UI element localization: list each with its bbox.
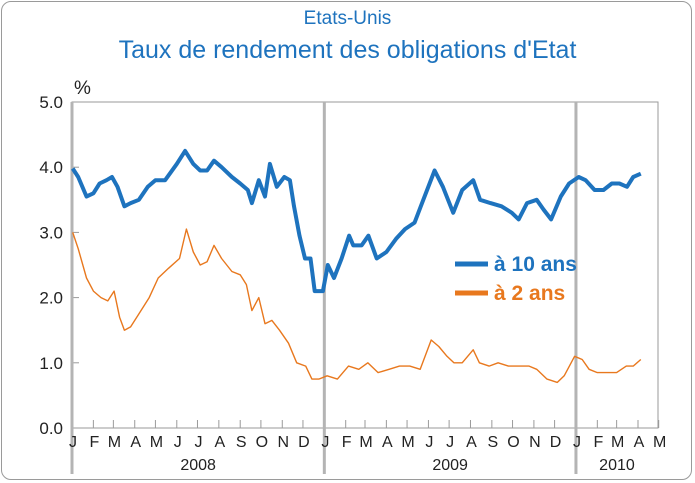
chart-subtitle: Taux de rendement des obligations d'Etat xyxy=(118,36,577,64)
x-tick-label: A xyxy=(215,434,226,451)
y-tick-label: 4.0 xyxy=(39,158,63,177)
x-tick-label: S xyxy=(236,434,247,451)
legend-label: à 2 ans xyxy=(494,282,565,305)
x-tick-label: M xyxy=(150,434,163,451)
year-label: 2010 xyxy=(599,457,635,474)
y-unit-label: % xyxy=(74,78,91,99)
x-tick-label: S xyxy=(488,434,499,451)
x-tick-label: M xyxy=(611,434,624,451)
x-tick-label: A xyxy=(634,434,645,451)
y-tick-label: 3.0 xyxy=(39,223,63,242)
series-line xyxy=(71,148,642,294)
y-tick-label: 0.0 xyxy=(39,419,63,438)
x-tick-label: F xyxy=(593,434,603,451)
chart-title: Etats-Unis xyxy=(303,8,392,29)
x-tick-label: A xyxy=(130,434,141,451)
x-tick-label: O xyxy=(507,434,519,451)
x-tick-label: F xyxy=(89,434,99,451)
x-tick-label: A xyxy=(382,434,393,451)
legend-label: à 10 ans xyxy=(494,253,577,276)
y-tick-label: 5.0 xyxy=(39,93,63,112)
x-tick-label: J xyxy=(194,434,202,451)
series-line xyxy=(72,228,642,384)
y-tick-label: 1.0 xyxy=(39,354,63,373)
x-tick-label: N xyxy=(529,434,541,451)
x-tick-label: A xyxy=(466,434,477,451)
x-tick-label: D xyxy=(550,434,562,451)
x-tick-label: J xyxy=(174,434,182,451)
x-tick-label: N xyxy=(277,434,289,451)
x-tick-label: J xyxy=(446,434,454,451)
y-tick-label: 2.0 xyxy=(39,289,63,308)
x-tick-label: J xyxy=(425,434,433,451)
x-tick-label: J xyxy=(69,434,77,451)
x-tick-label: D xyxy=(298,434,310,451)
year-label: 2008 xyxy=(180,457,216,474)
x-tick-label: J xyxy=(573,434,581,451)
x-tick-label: M xyxy=(401,434,414,451)
x-tick-label: M xyxy=(653,434,666,451)
x-tick-label: O xyxy=(256,434,268,451)
x-tick-label: J xyxy=(321,434,329,451)
x-tick-label: F xyxy=(342,434,352,451)
year-label: 2009 xyxy=(432,457,468,474)
x-tick-label: M xyxy=(108,434,121,451)
x-tick-label: M xyxy=(359,434,372,451)
